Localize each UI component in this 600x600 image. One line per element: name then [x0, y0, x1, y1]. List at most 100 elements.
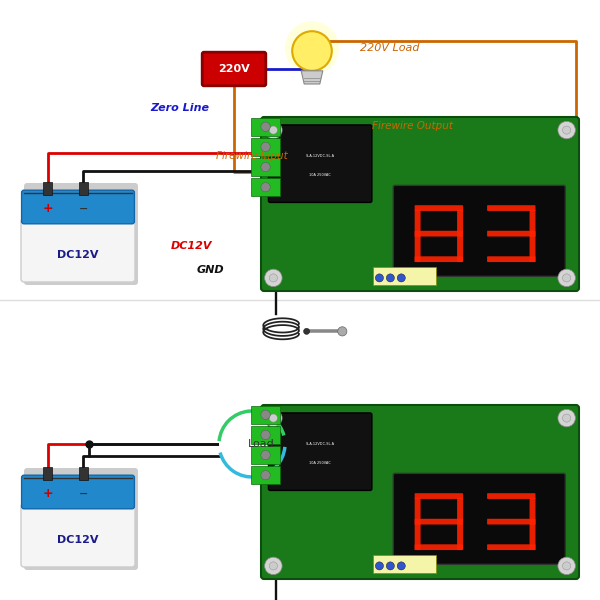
Circle shape	[265, 557, 282, 575]
Circle shape	[376, 274, 383, 282]
FancyBboxPatch shape	[487, 544, 535, 550]
FancyBboxPatch shape	[24, 468, 138, 570]
Circle shape	[265, 269, 282, 287]
FancyBboxPatch shape	[251, 158, 280, 176]
FancyBboxPatch shape	[415, 235, 421, 262]
FancyBboxPatch shape	[21, 503, 135, 567]
Circle shape	[338, 327, 347, 336]
Circle shape	[563, 562, 571, 570]
FancyBboxPatch shape	[530, 210, 535, 236]
Text: 220V Load: 220V Load	[360, 43, 419, 53]
FancyBboxPatch shape	[268, 413, 372, 490]
Circle shape	[261, 163, 270, 172]
Text: Firewire Input: Firewire Input	[216, 151, 288, 161]
Circle shape	[563, 126, 571, 134]
FancyBboxPatch shape	[43, 467, 52, 480]
Circle shape	[269, 274, 277, 282]
Circle shape	[397, 274, 406, 282]
FancyBboxPatch shape	[530, 235, 535, 262]
FancyBboxPatch shape	[22, 190, 134, 224]
FancyBboxPatch shape	[251, 426, 280, 444]
FancyBboxPatch shape	[415, 544, 463, 550]
FancyBboxPatch shape	[393, 185, 565, 277]
Text: 220V: 220V	[218, 64, 250, 74]
FancyBboxPatch shape	[251, 406, 280, 424]
FancyBboxPatch shape	[415, 523, 421, 550]
FancyBboxPatch shape	[21, 218, 135, 282]
Circle shape	[261, 142, 270, 152]
FancyBboxPatch shape	[202, 52, 266, 86]
FancyBboxPatch shape	[457, 235, 463, 262]
FancyBboxPatch shape	[24, 183, 138, 285]
FancyBboxPatch shape	[43, 182, 52, 195]
FancyBboxPatch shape	[487, 519, 535, 524]
Circle shape	[558, 409, 575, 427]
FancyBboxPatch shape	[457, 498, 463, 524]
FancyBboxPatch shape	[415, 205, 463, 211]
Circle shape	[261, 430, 270, 440]
Circle shape	[261, 122, 270, 131]
Text: +: +	[43, 202, 53, 215]
Text: −: −	[79, 204, 88, 214]
Circle shape	[261, 451, 270, 460]
Circle shape	[563, 414, 571, 422]
Text: DC12V: DC12V	[171, 241, 213, 251]
Text: SLA-12VDC-SL-A: SLA-12VDC-SL-A	[305, 154, 335, 158]
FancyBboxPatch shape	[251, 118, 280, 136]
Circle shape	[376, 562, 383, 570]
FancyBboxPatch shape	[415, 256, 463, 262]
Text: 10A 250VAC: 10A 250VAC	[309, 461, 331, 465]
Circle shape	[285, 21, 339, 75]
Circle shape	[386, 274, 394, 282]
Circle shape	[261, 182, 270, 192]
Circle shape	[269, 562, 277, 570]
FancyBboxPatch shape	[487, 256, 535, 262]
FancyBboxPatch shape	[373, 555, 436, 573]
FancyBboxPatch shape	[415, 210, 421, 236]
Text: DC12V: DC12V	[57, 535, 99, 545]
Text: +: +	[43, 487, 53, 500]
FancyBboxPatch shape	[487, 493, 535, 499]
FancyBboxPatch shape	[79, 182, 88, 195]
Text: Load: Load	[248, 439, 274, 449]
FancyBboxPatch shape	[251, 138, 280, 156]
FancyBboxPatch shape	[251, 178, 280, 196]
FancyBboxPatch shape	[268, 125, 372, 202]
FancyBboxPatch shape	[415, 493, 463, 499]
Circle shape	[397, 562, 406, 570]
FancyBboxPatch shape	[251, 466, 280, 484]
FancyBboxPatch shape	[393, 473, 565, 565]
Circle shape	[261, 470, 270, 480]
Text: GND: GND	[196, 265, 224, 275]
Circle shape	[292, 31, 332, 71]
FancyBboxPatch shape	[487, 205, 535, 211]
Text: Firewire Output: Firewire Output	[372, 121, 453, 131]
Circle shape	[219, 411, 285, 477]
FancyBboxPatch shape	[415, 498, 421, 524]
FancyBboxPatch shape	[487, 231, 535, 236]
FancyBboxPatch shape	[261, 117, 579, 291]
Circle shape	[558, 557, 575, 575]
Circle shape	[261, 410, 270, 419]
FancyBboxPatch shape	[373, 267, 436, 285]
FancyBboxPatch shape	[415, 519, 463, 524]
FancyBboxPatch shape	[530, 498, 535, 524]
FancyBboxPatch shape	[79, 467, 88, 480]
Polygon shape	[301, 71, 323, 84]
Circle shape	[304, 328, 310, 334]
Text: SLA-12VDC-SL-A: SLA-12VDC-SL-A	[305, 442, 335, 446]
Text: −: −	[79, 489, 88, 499]
FancyBboxPatch shape	[457, 210, 463, 236]
FancyBboxPatch shape	[415, 231, 463, 236]
Circle shape	[269, 126, 277, 134]
Circle shape	[558, 269, 575, 287]
FancyBboxPatch shape	[457, 523, 463, 550]
Circle shape	[269, 414, 277, 422]
Circle shape	[265, 409, 282, 427]
FancyBboxPatch shape	[530, 523, 535, 550]
FancyBboxPatch shape	[261, 405, 579, 579]
FancyBboxPatch shape	[22, 475, 134, 509]
FancyBboxPatch shape	[251, 446, 280, 464]
Text: DC12V: DC12V	[57, 250, 99, 260]
Circle shape	[563, 274, 571, 282]
